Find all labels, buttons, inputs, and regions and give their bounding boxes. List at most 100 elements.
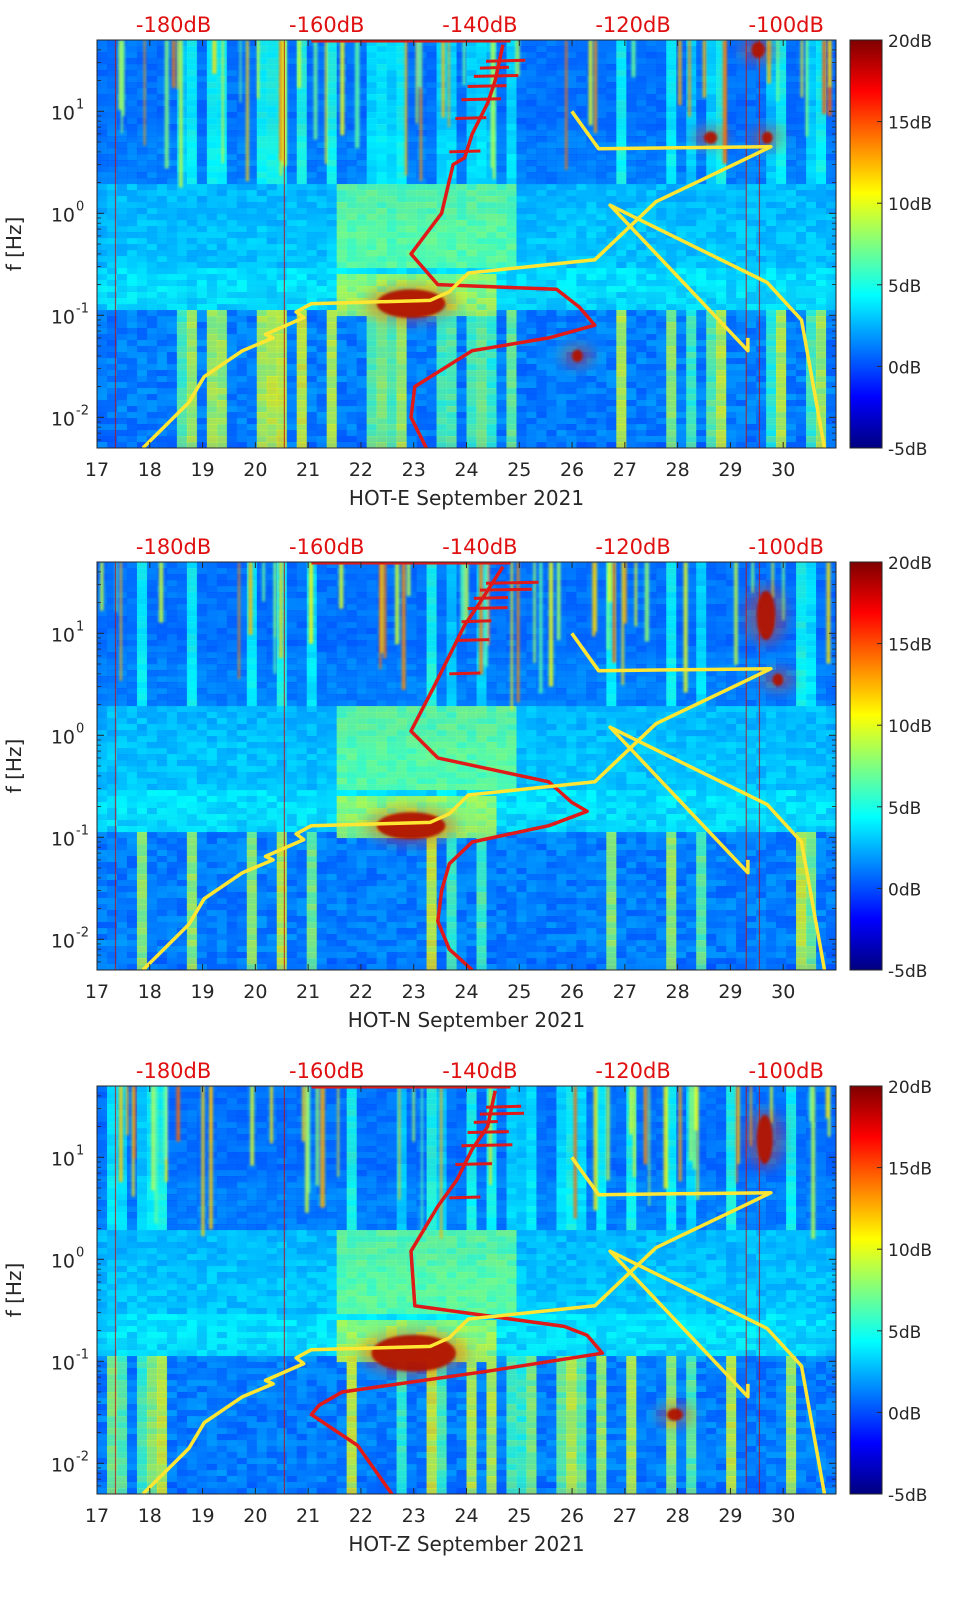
- heatmap-cell: [646, 190, 657, 197]
- heatmap-cell: [816, 70, 827, 77]
- heatmap-cell: [196, 70, 208, 77]
- heatmap-cell: [116, 160, 128, 167]
- heatmap-cell: [426, 88, 437, 95]
- heatmap-cell: [356, 100, 368, 107]
- heatmap-cell: [506, 52, 517, 59]
- heatmap-cell: [296, 436, 308, 443]
- heatmap-cell: [186, 388, 198, 395]
- heatmap-cell: [696, 280, 707, 287]
- heatmap-cell: [666, 166, 677, 173]
- heatmap-cell: [126, 190, 138, 197]
- heatmap-cell: [146, 298, 158, 305]
- heatmap-cell: [466, 400, 477, 407]
- heatmap-cell: [706, 328, 717, 335]
- heatmap-cell: [686, 82, 697, 89]
- heatmap-cell: [186, 238, 198, 245]
- heatmap-cell: [116, 238, 128, 245]
- heatmap-cell: [186, 76, 198, 83]
- heatmap-cell: [156, 70, 168, 77]
- heatmap-cell: [776, 346, 787, 353]
- heatmap-cell: [336, 232, 348, 239]
- heatmap-cell: [676, 346, 687, 353]
- heatmap-cell: [296, 76, 308, 83]
- heatmap-cell: [146, 184, 158, 191]
- heatmap-cell: [546, 310, 557, 317]
- heatmap-cell: [276, 220, 288, 227]
- heatmap-cell: [416, 400, 427, 407]
- heatmap-cell: [716, 412, 727, 419]
- heatmap-cell: [456, 208, 467, 215]
- heatmap-cell: [556, 202, 567, 209]
- heatmap-cell: [666, 40, 677, 47]
- heatmap-cell: [776, 274, 787, 281]
- heatmap-cell: [596, 400, 607, 407]
- heatmap-cell: [336, 418, 348, 425]
- heatmap-cell: [756, 328, 767, 335]
- heatmap-cell: [496, 94, 507, 101]
- heatmap-cell: [97, 220, 108, 227]
- heatmap-cell: [186, 328, 198, 335]
- heatmap-cell: [466, 160, 477, 167]
- heatmap-cell: [476, 364, 487, 371]
- heatmap-cell: [636, 94, 647, 101]
- heatmap-cell: [426, 184, 437, 191]
- heatmap-cell: [186, 250, 198, 257]
- heatmap-cell: [776, 424, 787, 431]
- heatmap-cell: [296, 394, 308, 401]
- heatmap-cell: [616, 442, 627, 448]
- heatmap-cell: [396, 388, 407, 395]
- heatmap-cell: [506, 100, 517, 107]
- heatmap-cell: [476, 130, 487, 137]
- heatmap-cell: [196, 346, 208, 353]
- heatmap-cell: [666, 172, 677, 179]
- heatmap-cell: [266, 52, 278, 59]
- heatmap-cell: [726, 442, 737, 448]
- heatmap-cell: [196, 112, 208, 119]
- heatmap-cell: [596, 214, 607, 221]
- heatmap-cell: [316, 190, 328, 197]
- heatmap-cell: [566, 436, 577, 443]
- heatmap-cell: [366, 334, 378, 341]
- heatmap-cell: [386, 226, 397, 233]
- heatmap-cell: [216, 298, 228, 305]
- heatmap-cell: [276, 274, 288, 281]
- heatmap-cell: [176, 316, 188, 323]
- heatmap-cell: [97, 172, 108, 179]
- heatmap-cell: [596, 388, 607, 395]
- heatmap-cell: [226, 292, 238, 299]
- heatmap-cell: [476, 94, 487, 101]
- heatmap-cell: [106, 196, 118, 203]
- heatmap-cell: [546, 112, 557, 119]
- heatmap-cell: [176, 268, 188, 275]
- heatmap-cell: [156, 412, 168, 419]
- heatmap-cell: [366, 400, 378, 407]
- heatmap-cell: [706, 100, 717, 107]
- heatmap-cell: [626, 244, 637, 251]
- heatmap-cell: [686, 94, 697, 101]
- heatmap-cell: [436, 358, 447, 365]
- heatmap-cell: [206, 322, 218, 329]
- heatmap-cell: [576, 244, 587, 251]
- heatmap-cell: [636, 166, 647, 173]
- heatmap-cell: [296, 202, 308, 209]
- heatmap-cell: [816, 358, 827, 365]
- heatmap-cell: [546, 232, 557, 239]
- heatmap-cell: [366, 184, 378, 191]
- heatmap-cell: [316, 172, 328, 179]
- heatmap-cell: [346, 322, 358, 329]
- heatmap-cell: [186, 382, 198, 389]
- heatmap-cell: [646, 70, 657, 77]
- heatmap-cell: [776, 178, 787, 185]
- heatmap-cell: [566, 40, 577, 47]
- heatmap-cell: [456, 70, 467, 77]
- heatmap-cell: [286, 382, 298, 389]
- heatmap-cell: [236, 406, 248, 413]
- heatmap-cell: [166, 310, 178, 317]
- heatmap-cell: [666, 88, 677, 95]
- heatmap-cell: [396, 424, 407, 431]
- heatmap-cell: [696, 166, 707, 173]
- heatmap-cell: [676, 244, 687, 251]
- heatmap-cell: [786, 142, 797, 149]
- heatmap-cell: [286, 166, 298, 173]
- heatmap-cell: [116, 178, 128, 185]
